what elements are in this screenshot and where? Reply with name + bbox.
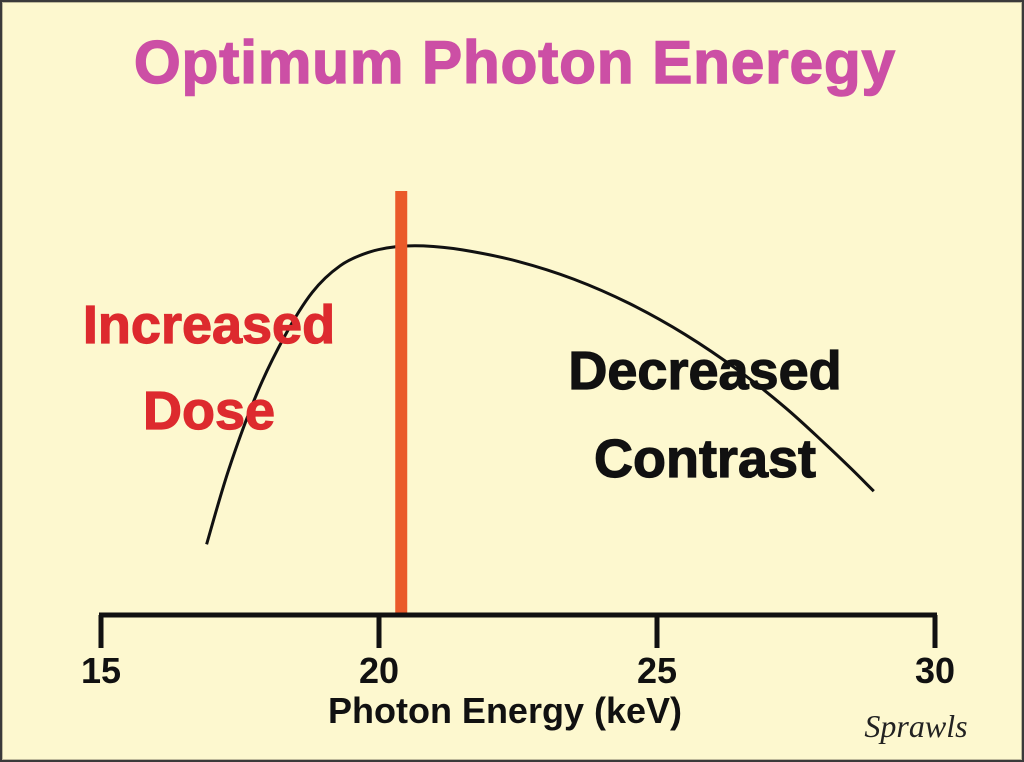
x-tick-label: 25	[637, 650, 677, 691]
chart-svg: Optimum Photon Eneregy Increased Dose De…	[81, 28, 968, 744]
credit-signature: Sprawls	[864, 708, 967, 744]
x-tick-label: 30	[915, 650, 955, 691]
annotation-dose: Dose	[143, 381, 275, 441]
chart-title: Optimum Photon Eneregy	[134, 29, 896, 96]
x-tick-label: 20	[359, 650, 399, 691]
annotation-contrast: Contrast	[594, 429, 816, 489]
series-curve	[205, 244, 875, 545]
curve-layer	[205, 244, 875, 545]
x-axis-title: Photon Energy (keV)	[328, 690, 682, 731]
annotation-decreased: Decreased	[568, 341, 841, 401]
x-axis: 15 20 25 30	[81, 612, 955, 691]
annotation-increased: Increased	[83, 295, 335, 355]
x-tick-label: 15	[81, 650, 121, 691]
